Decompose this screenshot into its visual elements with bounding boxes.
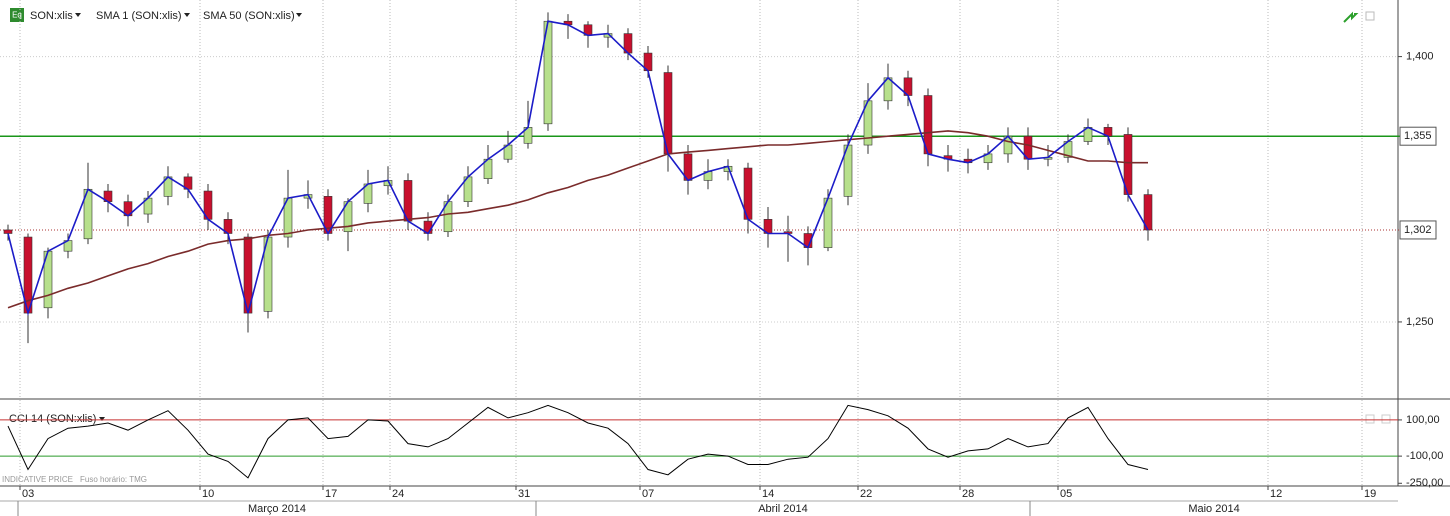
dropdown-arrow[interactable]	[99, 417, 105, 421]
x-tick-label: 17	[325, 488, 337, 500]
y-tick-label: -100,00	[1406, 450, 1443, 462]
legend-sma50[interactable]: SMA 50 (SON:xlis)	[203, 10, 295, 22]
x-tick-label: 31	[518, 488, 530, 500]
trend-icon[interactable]	[1343, 11, 1359, 23]
x-tick-label: 07	[642, 488, 654, 500]
y-tick-label: 1,250	[1406, 316, 1434, 328]
dropdown-arrow[interactable]	[296, 13, 302, 17]
x-tick-label: 05	[1060, 488, 1072, 500]
month-label: Maio 2014	[1188, 503, 1239, 515]
level-label: 1,302	[1404, 224, 1432, 236]
month-label: Abril 2014	[758, 503, 808, 515]
instrument-title[interactable]: SON:xlis	[30, 10, 73, 22]
level-label-box	[1399, 126, 1437, 146]
month-label: Março 2014	[248, 503, 306, 515]
x-tick-label: 03	[22, 488, 34, 500]
series-line	[7, 20, 1149, 316]
y-tick-label: 1,400	[1406, 51, 1434, 63]
x-tick-label: 14	[762, 488, 774, 500]
series-line	[7, 404, 1149, 479]
header: Eq SON:xlis SMA 1 (SON:xlis) SMA 50 (SON…	[9, 8, 1391, 425]
legend-sma1[interactable]: SMA 1 (SON:xlis)	[96, 10, 182, 22]
dropdown-arrow[interactable]	[75, 13, 81, 17]
x-tick-label: 10	[202, 488, 214, 500]
x-tick-label: 24	[392, 488, 404, 500]
x-tick-label: 22	[860, 488, 872, 500]
x-tick-label: 28	[962, 488, 974, 500]
footer-note: INDICATIVE PRICE	[2, 475, 73, 484]
footer-note: Fuso horário: TMG	[80, 475, 147, 484]
series-line	[7, 130, 1148, 309]
x-tick-label: 19	[1364, 488, 1376, 500]
y-tick-label: 100,00	[1406, 414, 1440, 426]
panel-icon[interactable]	[1381, 414, 1391, 424]
dropdown-arrow[interactable]	[184, 13, 190, 17]
maximize-icon[interactable]	[1365, 11, 1375, 21]
candle-body	[3, 229, 13, 234]
legend-cci[interactable]: CCI 14 (SON:xlis)	[9, 413, 96, 425]
y-tick-label: -250,00	[1406, 477, 1443, 489]
level-label: 1,355	[1404, 130, 1432, 142]
x-tick-label: 12	[1270, 488, 1282, 500]
panel-icon[interactable]	[1365, 414, 1375, 424]
icon-label: Eq	[12, 11, 22, 20]
level-label-box	[1399, 220, 1437, 240]
